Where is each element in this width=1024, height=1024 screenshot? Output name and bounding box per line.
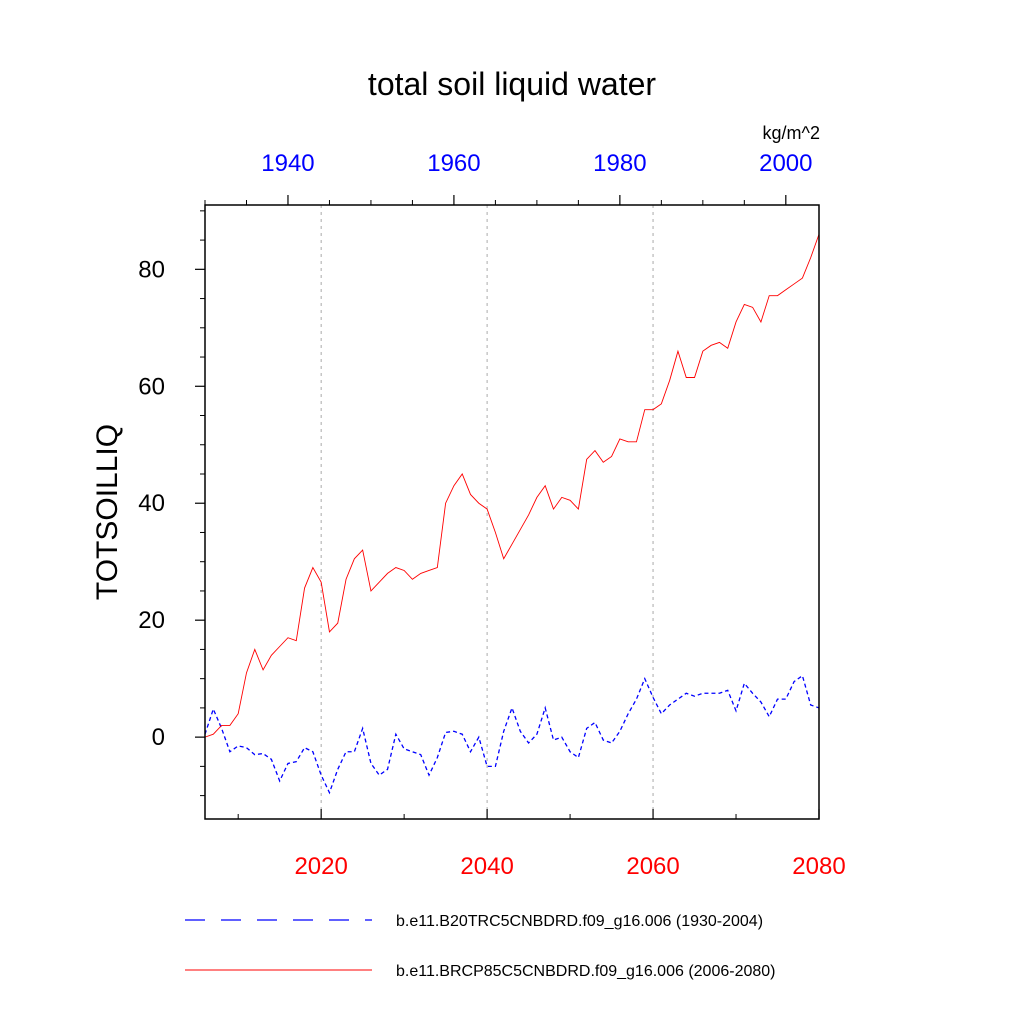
y-tick-label: 20 xyxy=(138,607,165,634)
x-top-tick-label: 1980 xyxy=(593,150,646,177)
series-line-1 xyxy=(204,674,820,795)
x-top-tick-label: 1960 xyxy=(427,150,480,177)
legend-label-2: b.e11.BRCP85C5CNBDRD.f09_g16.006 (2006-2… xyxy=(396,963,775,980)
vertical-grid xyxy=(320,205,654,819)
x-bottom-tick-label: 2060 xyxy=(626,853,679,880)
series-line-2 xyxy=(204,234,820,738)
left-axis: 0 20 40 60 80 xyxy=(138,210,205,797)
x-top-tick-label: 2000 xyxy=(759,150,812,177)
chart-title: total soil liquid water xyxy=(368,66,656,102)
plot-frame xyxy=(204,204,820,820)
x-bottom-tick-label: 2080 xyxy=(792,853,845,880)
y-tick-label: 60 xyxy=(138,373,165,400)
y-axis-label: TOTSOILLIQ xyxy=(91,424,124,600)
y-tick-label: 80 xyxy=(138,256,165,283)
x-top-tick-label: 1940 xyxy=(261,150,314,177)
y-tick-label: 0 xyxy=(152,724,165,751)
top-axis: 1940 1960 1980 2000 xyxy=(204,150,813,205)
legend-label-1: b.e11.B20TRC5CNBDRD.f09_g16.006 (1930-20… xyxy=(396,913,763,930)
x-bottom-tick-label: 2020 xyxy=(294,853,347,880)
series-layer xyxy=(204,234,820,795)
legend: b.e11.B20TRC5CNBDRD.f09_g16.006 (1930-20… xyxy=(185,913,775,980)
units-label: kg/m^2 xyxy=(763,123,820,143)
y-tick-label: 40 xyxy=(138,490,165,517)
bottom-axis: 2020 2040 2060 2080 xyxy=(237,809,846,880)
x-bottom-tick-label: 2040 xyxy=(460,853,513,880)
